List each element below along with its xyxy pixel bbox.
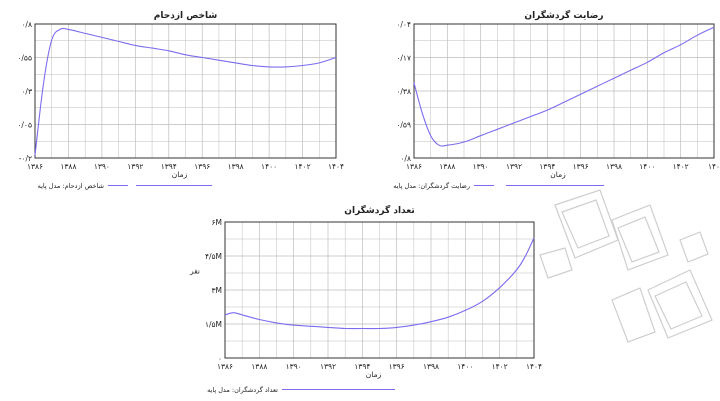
- plot-frame: [413, 23, 715, 159]
- x-axis-label: زمان: [172, 170, 188, 179]
- x-tick-label: ۱۳۹۸: [228, 162, 244, 171]
- x-tick-label: ۱۳۸۶: [217, 362, 233, 371]
- chart-title: تعداد گردشگران: [344, 204, 414, 216]
- y-tick-label: ۴/۵M: [205, 252, 222, 261]
- chart-title: رضایت گردشگران: [524, 9, 603, 21]
- x-tick-label: ۱۴۰۲: [492, 362, 508, 371]
- y-tick-label: ۰/۰۵: [17, 121, 32, 130]
- y-tick-label: ۱/۵M: [205, 320, 222, 329]
- plot-frame: [224, 221, 535, 359]
- legend-label: تعداد گردشگران: مدل پایه: [207, 386, 278, 394]
- x-tick-label: ۱۴۰۰: [261, 162, 277, 171]
- x-tick-label: ۱۳۹۴: [161, 162, 177, 171]
- x-tick-label: ۱۴۰۴: [526, 362, 542, 371]
- y-tick-label: ۰/۵۵: [17, 54, 32, 63]
- chart-title: شاخص ازدحام: [154, 11, 218, 21]
- legend-label: رضایت گردشگران: مدل پایه: [393, 182, 470, 190]
- series-line: [34, 27, 337, 156]
- x-tick-label: ۱۳۸۸: [439, 162, 455, 171]
- x-tick-label: ۱۴۰۰: [457, 362, 473, 371]
- x-tick-label: ۱۴۰۴: [328, 162, 344, 171]
- x-tick-label: ۱۳۹۲: [320, 362, 336, 371]
- x-tick-label: ۱۳۹۸: [606, 162, 622, 171]
- x-tick-label: ۱۳۹۰: [473, 162, 489, 171]
- y-tick-label: ۰/۸: [21, 20, 32, 29]
- y-tick-label: ۳M: [212, 286, 223, 295]
- y-axis-label: نفر: [189, 267, 200, 276]
- x-axis-label: زمان: [366, 370, 382, 379]
- x-tick-label: ۱۳۸۶: [406, 162, 422, 171]
- x-tick-label: ۱۴۰۲: [673, 162, 689, 171]
- x-axis-label: زمان: [550, 170, 566, 179]
- x-tick-label: ۱۳۹۲: [127, 162, 143, 171]
- legend-label: شاخص ازدحام: مدل پایه: [38, 182, 104, 190]
- y-tick-label: ۰/۱۷: [396, 54, 411, 63]
- x-tick-label: ۱۳۹۶: [389, 362, 405, 371]
- x-tick-label: ۱۴۰۰: [639, 162, 655, 171]
- y-tick-label: ۰/۵۹: [396, 121, 411, 130]
- y-tick-label: ۰: [218, 354, 222, 363]
- x-tick-label: ۱۳۸۸: [251, 362, 267, 371]
- plot-frame: [34, 23, 337, 159]
- y-tick-label: -۰/۲: [19, 154, 32, 163]
- x-tick-label: ۱۳۹۰: [94, 162, 110, 171]
- y-tick-label: ۰/۰۴: [396, 20, 411, 29]
- x-tick-label: ۱۳۹۰: [286, 362, 302, 371]
- y-tick-label: ۰/۳: [21, 87, 32, 96]
- x-tick-label: ۱۳۹۶: [573, 162, 589, 171]
- y-tick-label: ۰/۳۸: [396, 87, 411, 96]
- x-tick-label: ۱۳۸۶: [27, 162, 43, 171]
- x-tick-label: ۱۳۹۶: [194, 162, 210, 171]
- x-tick-label: ۱۴۰۲: [294, 162, 310, 171]
- x-tick-label: ۱۳۹۴: [539, 162, 555, 171]
- x-tick-label: ۱۳۹۸: [423, 362, 439, 371]
- x-tick-label: ۱۳۹۲: [506, 162, 522, 171]
- x-tick-label: ۱۳۹۴: [354, 362, 370, 371]
- x-tick-label: ۱۳۸۸: [60, 162, 76, 171]
- x-tick-label: ۱۴۰: [708, 162, 720, 171]
- y-tick-label: ۶M: [212, 218, 223, 227]
- series-line: [413, 26, 715, 147]
- y-tick-label: ۰/۸: [400, 154, 411, 163]
- series-line: [224, 237, 535, 330]
